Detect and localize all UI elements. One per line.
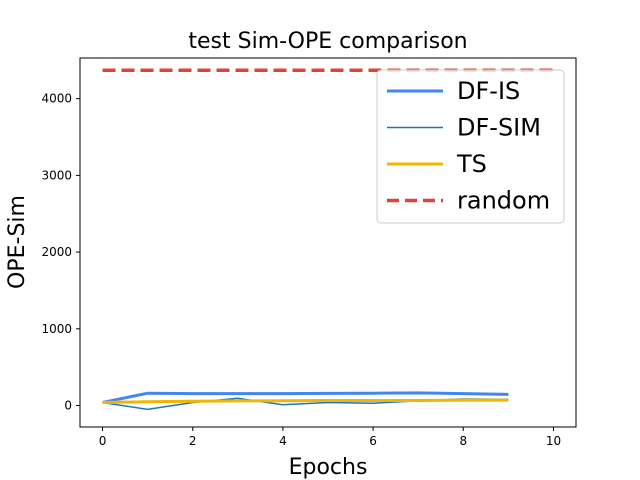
legend-label-ts: TS xyxy=(456,150,487,178)
x-tick-label: 10 xyxy=(546,434,561,448)
x-tick-label: 0 xyxy=(99,434,107,448)
y-tick-label: 2000 xyxy=(41,245,72,259)
y-tick-label: 0 xyxy=(64,399,72,413)
legend-box xyxy=(376,69,565,224)
series-line-df-is xyxy=(102,391,509,404)
legend-label-df-is: DF-IS xyxy=(457,77,520,105)
plot-frame xyxy=(79,57,577,428)
x-tick-label: 4 xyxy=(279,434,287,448)
series-line-ts xyxy=(102,398,509,404)
x-axis-label: Epochs xyxy=(289,455,368,480)
y-tick-label: 4000 xyxy=(41,92,72,106)
x-tick-label: 6 xyxy=(369,434,377,448)
y-tick-label: 1000 xyxy=(41,322,72,336)
plot-area xyxy=(102,68,554,411)
legend: DF-IS DF-SIM TS random xyxy=(376,69,565,224)
y-axis-label: OPE-Sim xyxy=(5,195,30,289)
legend-label-df-sim: DF-SIM xyxy=(457,114,541,142)
y-tick-label: 3000 xyxy=(41,168,72,182)
y-axis: 0 1000 2000 3000 4000 xyxy=(41,92,80,413)
x-tick-label: 8 xyxy=(459,434,467,448)
legend-label-random: random xyxy=(457,187,550,215)
chart-title: test Sim-OPE comparison xyxy=(188,29,467,54)
x-axis: 0 2 4 6 8 10 xyxy=(99,427,561,448)
x-tick-label: 2 xyxy=(189,434,197,448)
